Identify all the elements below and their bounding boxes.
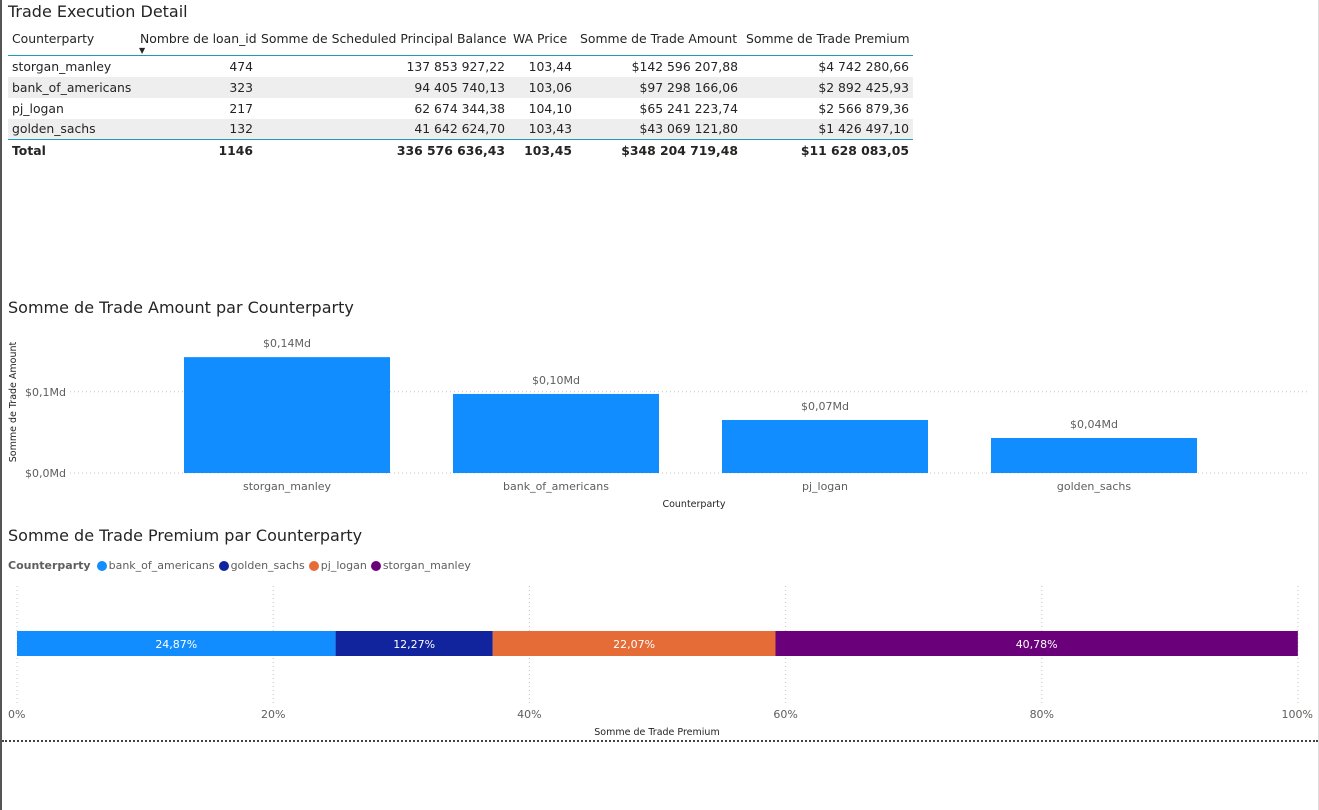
column-header-wa-price[interactable]: WA Price: [509, 25, 576, 56]
legend-dot-icon: [370, 560, 381, 571]
legend-item-pj_logan[interactable]: pj_logan: [308, 559, 367, 572]
x-tick-label: 20%: [261, 708, 285, 721]
bar-chart-svg: $0,0Md $0,1Md Somme de Trade Amount $0,14Md…: [8, 337, 1310, 510]
segment-golden_sachs: [335, 631, 493, 656]
table-row[interactable]: storgan_manley 474 137 853 927,22 103,44…: [8, 56, 913, 77]
legend-label: golden_sachs: [230, 559, 305, 572]
bar-bank_of_americans: [453, 393, 659, 473]
x-tick-label: golden_sachs: [1057, 480, 1131, 493]
x-tick-label: 60%: [773, 708, 797, 721]
table-header-row: Counterparty Nombre de loan_id ▼ Somme d…: [8, 25, 913, 56]
legend-item-bank_of_americans[interactable]: bank_of_americans: [96, 559, 215, 572]
table-cell: $97 298 166,06: [576, 76, 742, 98]
segment-storgan_manley: [775, 631, 1298, 656]
column-header-principal-balance[interactable]: Somme de Scheduled Principal Balance: [257, 25, 509, 56]
total-cell: 103,45: [509, 139, 576, 161]
segment-pj_logan: [492, 631, 776, 656]
data-label: 22,07%: [613, 638, 655, 651]
legend-label: pj_logan: [320, 559, 367, 572]
legend-item-golden_sachs[interactable]: golden_sachs: [218, 559, 305, 572]
x-tick-label: 100%: [1282, 708, 1313, 721]
table-row[interactable]: bank_of_americans 323 94 405 740,13 103,…: [8, 76, 913, 98]
x-tick-label: pj_logan: [802, 480, 848, 493]
table-cell: $43 069 121,80: [576, 118, 742, 140]
column-header-label: Nombre de loan_id: [140, 31, 257, 46]
data-label: 24,87%: [155, 638, 197, 651]
legend-item-storgan_manley[interactable]: storgan_manley: [370, 559, 471, 572]
x-tick-label: 40%: [517, 708, 541, 721]
table-grid: Counterparty Nombre de loan_id ▼ Somme d…: [8, 25, 913, 161]
column-header-trade-amount[interactable]: Somme de Trade Amount: [576, 25, 742, 56]
legend-title: Counterparty: [8, 559, 91, 572]
legend-dot-icon: [308, 560, 319, 571]
trade-amount-chart[interactable]: Somme de Trade Amount par Counterparty $…: [0, 296, 1319, 514]
table-cell: $65 241 223,74: [639, 100, 738, 116]
data-label: 40,78%: [1016, 638, 1058, 651]
legend-dot-icon: [96, 560, 107, 571]
table-cell: 94 405 740,13: [257, 76, 509, 98]
data-label: $0,14Md: [263, 337, 311, 350]
table-cell: $2 892 425,93: [742, 76, 913, 98]
y-tick-label: $0,1Md: [25, 386, 66, 399]
table-cell: pj_logan: [12, 100, 64, 116]
table-cell: storgan_manley: [12, 58, 112, 74]
table-cell: 62 674 344,38: [414, 100, 505, 116]
stacked-chart-title: Somme de Trade Premium par Counterparty: [8, 526, 363, 545]
table-cell: $4 742 280,66: [818, 58, 909, 74]
page-boundary-divider: [2, 740, 1318, 742]
table-row[interactable]: golden_sachs 132 41 642 624,70 103,43 $4…: [8, 118, 913, 140]
y-axis-title: Somme de Trade Amount: [8, 341, 19, 462]
table-cell: 474: [229, 58, 253, 74]
table-cell: bank_of_americans: [8, 76, 136, 98]
stacked-chart-svg: 0% 20% 40% 60% 80% 100% 24,87% 12,27% 22,07% 40,7…: [8, 586, 1313, 738]
table-cell: 323: [136, 76, 257, 98]
table-row[interactable]: pj_logan 217 62 674 344,38 104,10 $65 24…: [8, 98, 913, 119]
x-axis-title: Somme de Trade Premium: [594, 727, 719, 738]
y-tick-label: $0,0Md: [25, 467, 66, 480]
column-header-counterparty[interactable]: Counterparty: [8, 25, 136, 56]
table-cell: 103,43: [509, 118, 576, 140]
total-cell: 1146: [136, 139, 257, 161]
trade-premium-chart[interactable]: Somme de Trade Premium par Counterparty …: [0, 524, 1319, 738]
x-tick-label: 80%: [1030, 708, 1054, 721]
x-tick-label: 0%: [8, 708, 25, 721]
table-cell: 104,10: [528, 100, 572, 116]
table-total-row: Total 1146 336 576 636,43 103,45 $348 20…: [8, 139, 913, 161]
legend-label: bank_of_americans: [108, 559, 215, 572]
total-cell: $11 628 083,05: [742, 139, 913, 161]
table-cell: 132: [136, 118, 257, 140]
bar-storgan_manley: [184, 357, 390, 473]
bar-chart-title: Somme de Trade Amount par Counterparty: [8, 298, 354, 317]
x-tick-label: storgan_manley: [243, 480, 332, 493]
total-label: Total: [8, 139, 136, 161]
table-cell: $142 596 207,88: [631, 58, 738, 74]
table-cell: 41 642 624,70: [257, 118, 509, 140]
table-cell: golden_sachs: [8, 118, 136, 140]
column-header-trade-premium[interactable]: Somme de Trade Premium: [742, 25, 913, 56]
legend-dot-icon: [218, 560, 229, 571]
table-cell: 217: [229, 100, 253, 116]
legend-label: storgan_manley: [382, 559, 471, 572]
bar-golden_sachs: [991, 438, 1197, 473]
bar-pj_logan: [722, 419, 928, 473]
total-cell: $348 204 719,48: [576, 139, 742, 161]
table-title: Trade Execution Detail: [8, 2, 188, 21]
trade-execution-table[interactable]: Trade Execution Detail Counterparty Nomb…: [8, 2, 913, 161]
column-header-loan-count[interactable]: Nombre de loan_id ▼: [136, 25, 257, 56]
total-cell: 336 576 636,43: [257, 139, 509, 161]
table-cell: 103,44: [528, 58, 572, 74]
table-cell: $1 426 497,10: [742, 118, 913, 140]
x-axis-title: Counterparty: [662, 499, 725, 510]
data-label: $0,07Md: [801, 400, 849, 413]
table-cell: 103,06: [509, 76, 576, 98]
table-cell: $2 566 879,36: [818, 100, 909, 116]
x-tick-label: bank_of_americans: [503, 480, 609, 493]
table-cell: 137 853 927,22: [406, 58, 505, 74]
data-label: 12,27%: [393, 638, 435, 651]
data-label: $0,10Md: [532, 374, 580, 387]
chart-legend: Counterparty bank_of_americans golden_sac…: [8, 559, 475, 572]
segment-bank_of_americans: [17, 631, 336, 656]
sort-descending-icon[interactable]: ▼: [139, 46, 146, 55]
data-label: $0,04Md: [1070, 418, 1118, 431]
